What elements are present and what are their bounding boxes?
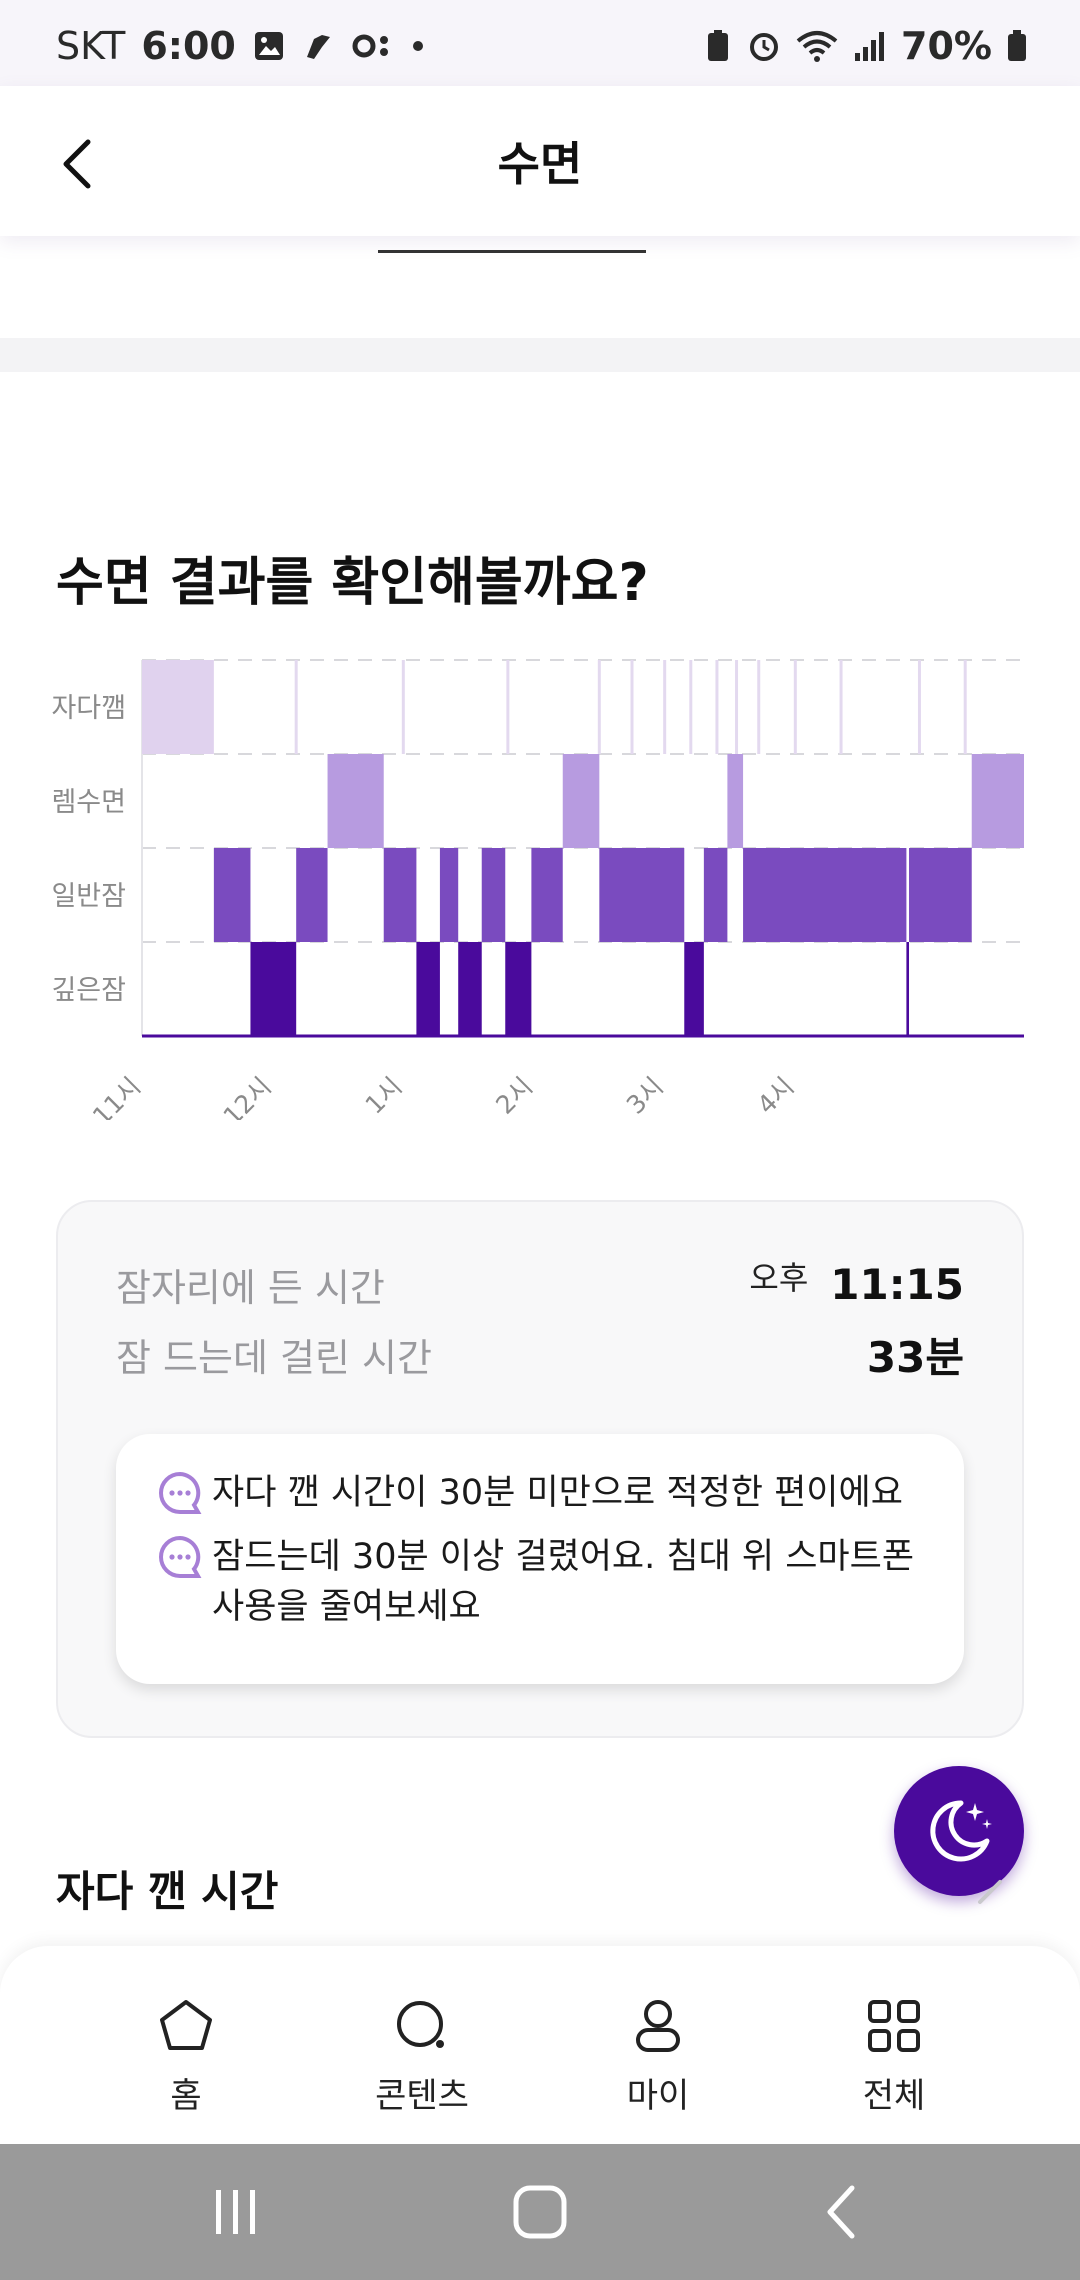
x-tick-label: 12시 [218, 1072, 277, 1120]
nav-label: 홈 [170, 2076, 202, 2116]
recents-icon [216, 2190, 255, 2234]
system-nav-bar [0, 2144, 1080, 2280]
battery-saver-icon [703, 29, 733, 63]
x-tick-label: 11시 [87, 1072, 146, 1120]
latency-label: 잠 드는데 걸린 시간 [116, 1335, 432, 1380]
battery-percent: 70% [901, 24, 992, 68]
stage-bar [250, 942, 297, 1036]
stage-bar [481, 848, 506, 942]
x-axis-labels: 11시 12시 1시 2시 3시 4시 [87, 1072, 800, 1120]
latency-value: 33분 [866, 1332, 964, 1382]
awake-ticks [294, 660, 967, 754]
chevron-left-icon [63, 139, 91, 189]
stage-bar [458, 942, 482, 1036]
nav-label: 마이 [626, 2076, 690, 2116]
x-tick-label: 2시 [490, 1072, 538, 1120]
tip-text-line: 자다 깬 시간이 30분 미만으로 적정한 편이에요 [212, 1473, 903, 1513]
stage-bar [296, 848, 328, 942]
status-bar: SKT 6:00 70% [0, 0, 1080, 92]
stage-bar [906, 942, 910, 1036]
dot-icon [408, 36, 428, 56]
shoe-icon [302, 29, 336, 63]
bedtime-label: 잠자리에 든 시간 [116, 1265, 385, 1310]
tip-text-line: 잠드는데 30분 이상 걸렸어요. 침대 위 스마트폰 [212, 1537, 915, 1577]
back-arrow-icon [827, 2185, 855, 2239]
stage-bar [327, 754, 384, 848]
nav-item-all[interactable]: 전체 [814, 1996, 974, 2117]
nav-item-home[interactable]: 홈 [106, 1996, 266, 2117]
alarm-icon [747, 29, 781, 63]
nav-item-my[interactable]: 마이 [578, 1996, 738, 2117]
awake-time-title: 자다 깬 시간 [56, 1867, 279, 1916]
chart-bars [142, 660, 1024, 1036]
stage-bar [909, 848, 972, 942]
bottom-nav: 홈 콘텐츠 마이 전체 [0, 1946, 1080, 2144]
stage-bar [531, 848, 563, 942]
carrier-text: SKT [56, 24, 126, 68]
stage-bar [727, 754, 744, 848]
link-icon [352, 29, 392, 63]
nav-label: 전체 [862, 2076, 926, 2116]
y-tick-label: 렘수면 [51, 787, 126, 818]
nav-label: 콘텐츠 [375, 2076, 469, 2116]
section-divider [0, 338, 1080, 372]
sleep-mode-button[interactable] [894, 1766, 1024, 1896]
nav-item-contents[interactable]: 콘텐츠 [342, 1996, 502, 2117]
home-system-button[interactable] [508, 2180, 572, 2244]
x-tick-label: 4시 [752, 1072, 800, 1120]
stage-bar [743, 848, 907, 942]
stage-bar [599, 848, 685, 942]
person-icon [636, 2000, 680, 2052]
stage-bar [416, 942, 440, 1036]
battery-icon [1006, 29, 1028, 63]
grid-icon [868, 2000, 920, 2052]
back-button[interactable] [52, 136, 108, 192]
tip-item: 자다 깬 시간이 30분 미만으로 적정한 편이에요 [156, 1468, 928, 1518]
home-icon [160, 2000, 212, 2050]
page-title: 수면 [497, 137, 583, 191]
app-header: 수면 [0, 86, 1080, 236]
stage-bar [439, 848, 459, 942]
stage-bar [971, 754, 1024, 848]
gallery-icon [252, 29, 286, 63]
stage-bar [703, 848, 728, 942]
moon-stars-icon [930, 1800, 992, 1862]
back-system-button[interactable] [812, 2180, 876, 2244]
x-tick-label: 1시 [360, 1072, 408, 1120]
clock-text: 6:00 [141, 24, 236, 68]
wifi-icon [795, 29, 839, 63]
search-icon [397, 2001, 444, 2048]
recents-button[interactable] [204, 2180, 268, 2244]
home-square-icon [513, 2185, 567, 2239]
scrolled-link-underline[interactable] [378, 236, 646, 253]
stage-bar [562, 754, 600, 848]
bedtime-value: 11:15 [830, 1259, 964, 1309]
tips-box: 자다 깬 시간이 30분 미만으로 적정한 편이에요 잠드는데 30분 이상 걸… [116, 1434, 964, 1684]
x-tick-label: 3시 [621, 1072, 669, 1120]
chat-bubble-icon [156, 1468, 212, 1518]
tip-text-line: 사용을 줄여보세요 [212, 1587, 481, 1627]
signal-icon [853, 29, 887, 63]
stage-bar [383, 848, 417, 942]
tip-item: 잠드는데 30분 이상 걸렸어요. 침대 위 스마트폰 사용을 줄여보세요 [156, 1532, 928, 1632]
y-tick-label: 일반잠 [51, 881, 126, 912]
y-tick-label: 깊은잠 [51, 975, 126, 1006]
sleep-summary-card: 잠자리에 든 시간 오후 11:15 잠 드는데 걸린 시간 33분 자다 깬 … [56, 1200, 1024, 1738]
pencil-icon[interactable] [976, 1876, 1006, 1906]
chat-bubble-icon [156, 1532, 212, 1582]
stage-bar [505, 942, 532, 1036]
bedtime-ampm: 오후 [749, 1259, 809, 1297]
stage-bar [684, 942, 704, 1036]
bedtime-row: 잠자리에 든 시간 오후 11:15 [116, 1254, 964, 1314]
latency-row: 잠 드는데 걸린 시간 33분 [116, 1324, 964, 1384]
section-title: 수면 결과를 확인해볼까요? [56, 553, 649, 613]
stage-bar [142, 660, 214, 754]
y-tick-label: 자다깸 [51, 693, 126, 724]
stage-bar [213, 848, 251, 942]
